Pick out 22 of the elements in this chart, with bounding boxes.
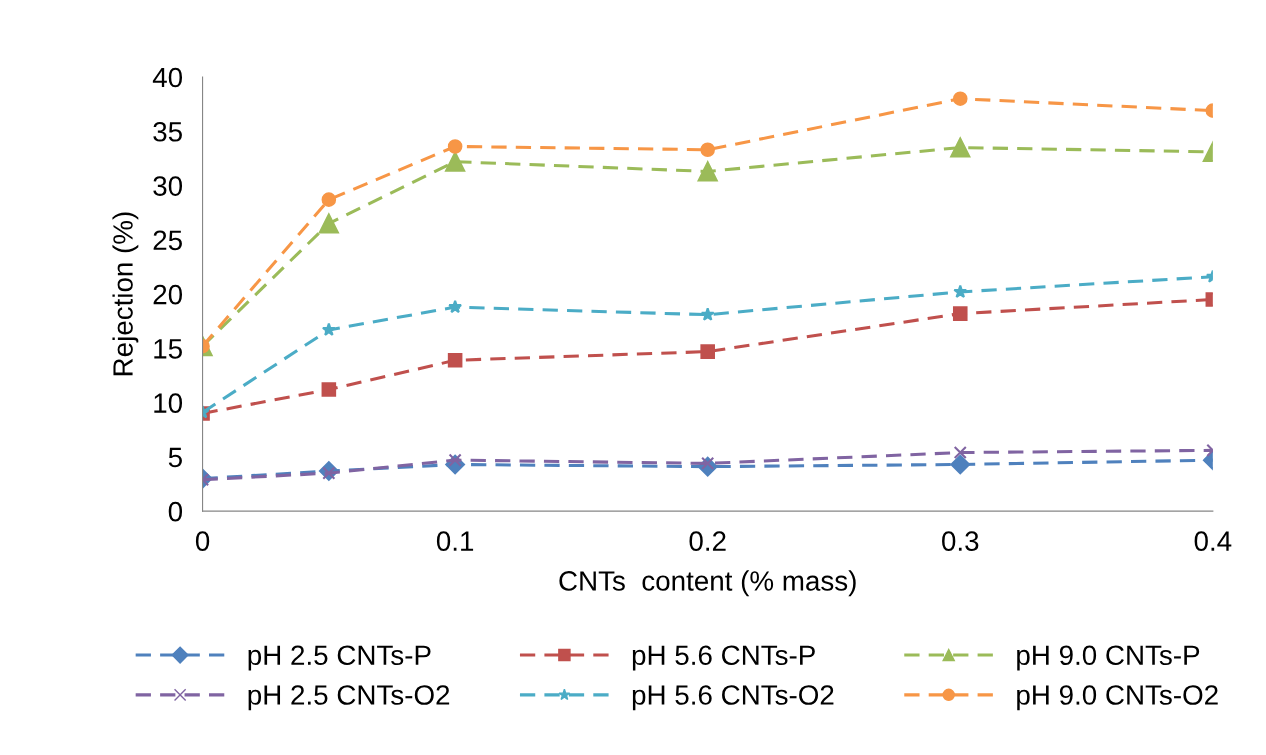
- y-tick-label: 35: [153, 121, 182, 142]
- legend-label: pH 9.0 CNTs-O2: [1017, 685, 1218, 711]
- y-axis-title: Rejection (%): [112, 212, 139, 376]
- y-tick-label: 0: [168, 501, 183, 522]
- y-tick-label: 30: [153, 176, 183, 196]
- x-tick-label: 0.4: [1194, 531, 1232, 551]
- y-tick-label: 5: [168, 447, 182, 468]
- legend-label: pH 5.6 CNTs-P: [632, 645, 815, 671]
- legend-label: pH 9.0 CNTs-P: [1017, 645, 1200, 671]
- x-tick-label: 0.1: [436, 531, 474, 551]
- legend-label: pH 2.5 CNTs-P: [248, 645, 431, 671]
- x-tick-label: 0.3: [942, 531, 979, 551]
- x-tick-label: 0.2: [689, 531, 726, 551]
- y-tick-label: 40: [152, 67, 183, 88]
- y-tick-label: 25: [153, 230, 182, 251]
- y-tick-label: 10: [154, 393, 183, 413]
- y-tick-label: 15: [154, 339, 182, 359]
- legend-label: pH 2.5 CNTs-O2: [248, 685, 450, 711]
- x-tick-label: 0: [195, 531, 210, 551]
- legend-label: pH 5.6 CNTs-O2: [632, 685, 834, 711]
- x-axis-title: CNTs content (% mass): [559, 570, 856, 597]
- y-tick-label: 20: [153, 284, 183, 305]
